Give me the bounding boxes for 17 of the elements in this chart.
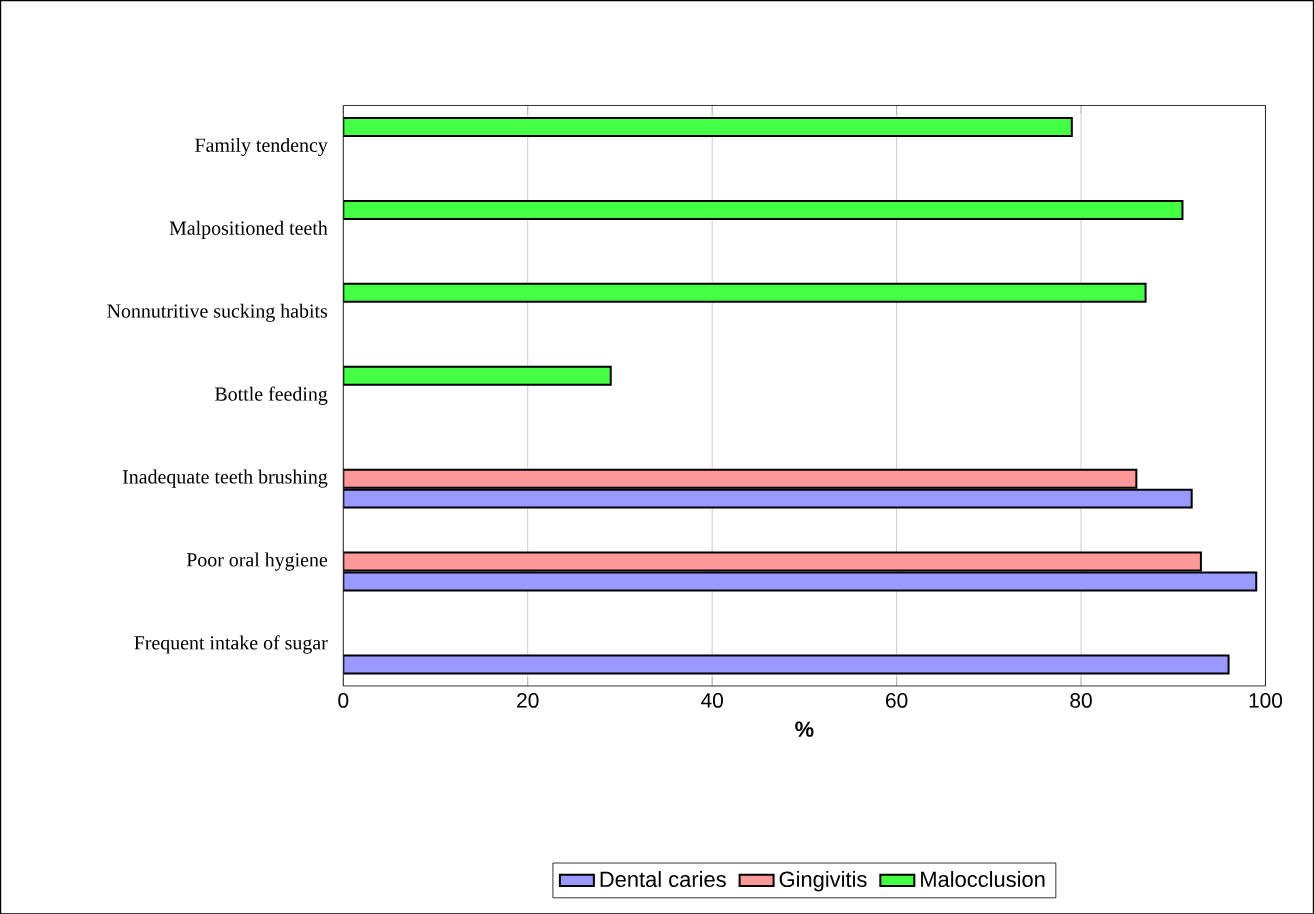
y-tick-label: Family tendency	[195, 137, 328, 156]
y-tick-label: Nonnutritive sucking habits	[107, 303, 328, 322]
y-tick-label: Frequent intake of sugar	[134, 635, 328, 654]
y-tick-label: Inadequate teeth brushing	[122, 469, 328, 488]
x-tick-label: 20	[517, 692, 539, 708]
y-tick-label: Bottle feeding	[215, 386, 328, 405]
legend-label: Gingivitis	[779, 870, 867, 892]
x-tick-label: 0	[338, 692, 349, 708]
x-tick-label: 40	[701, 692, 723, 708]
x-tick-label: 80	[1070, 692, 1092, 708]
legend-label: Malocclusion	[921, 870, 1045, 887]
x-axis-title: %	[795, 721, 814, 737]
y-tick-label: Poor oral hygiene	[186, 552, 328, 571]
x-tick-label: 60	[886, 692, 908, 708]
y-tick-label: Malpositioned teeth	[169, 220, 328, 239]
legend-label: Dental caries	[600, 870, 726, 887]
x-tick-label: 100	[1249, 692, 1283, 708]
